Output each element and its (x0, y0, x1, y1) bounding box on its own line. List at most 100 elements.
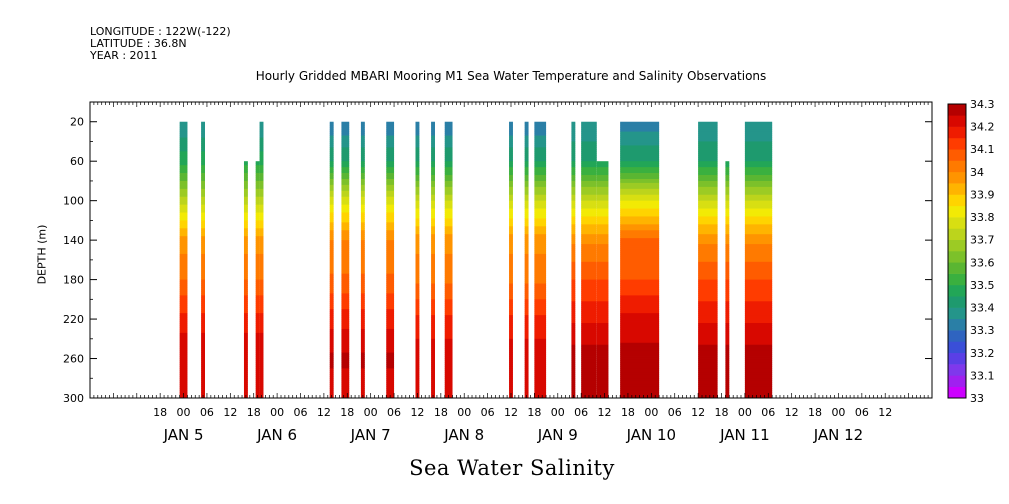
x-hour-label: 06 (294, 406, 308, 419)
salinity-cell (179, 218, 188, 221)
salinity-cell (259, 386, 264, 389)
salinity-cell (571, 370, 576, 373)
salinity-cell (744, 330, 773, 334)
salinity-cell (415, 285, 420, 288)
salinity-cell (509, 350, 513, 354)
salinity-cell (596, 194, 609, 198)
salinity-cell (534, 141, 547, 144)
salinity-cell (596, 328, 609, 332)
salinity-cell (431, 366, 435, 369)
salinity-cell (329, 307, 334, 310)
salinity-cell (725, 366, 730, 369)
salinity-cell (255, 279, 260, 282)
salinity-cell (509, 143, 513, 146)
salinity-cell (360, 218, 365, 221)
salinity-cell (360, 127, 365, 131)
salinity-cell (698, 230, 718, 233)
salinity-cell (698, 212, 718, 215)
salinity-cell (534, 352, 547, 355)
salinity-cell (360, 265, 365, 269)
salinity-cell (415, 129, 420, 132)
salinity-cell (620, 364, 660, 367)
salinity-cell (259, 165, 264, 168)
salinity-cell (571, 226, 576, 229)
salinity-cell (431, 204, 435, 207)
salinity-cell (571, 277, 576, 280)
salinity-cell (444, 287, 453, 290)
salinity-cell (524, 382, 529, 385)
salinity-cell (329, 354, 334, 357)
salinity-cell (571, 328, 576, 332)
salinity-cell (360, 259, 365, 263)
salinity-cell (179, 200, 188, 204)
salinity-cell (415, 344, 420, 348)
salinity-cell (524, 291, 529, 294)
salinity-cell (620, 277, 660, 280)
salinity-cell (259, 317, 264, 320)
salinity-cell (524, 200, 529, 204)
salinity-cell (360, 204, 365, 207)
salinity-cell (596, 283, 609, 286)
salinity-cell (341, 346, 350, 350)
salinity-cell (534, 226, 547, 229)
salinity-cell (360, 386, 365, 389)
salinity-cell (571, 307, 576, 310)
salinity-cell (431, 374, 435, 377)
salinity-cell (698, 317, 718, 320)
salinity-cell (259, 340, 264, 344)
salinity-cell (415, 342, 420, 346)
salinity-cell (620, 171, 660, 174)
salinity-cell (431, 265, 435, 269)
salinity-cell (201, 204, 205, 207)
salinity-cell (201, 348, 205, 352)
salinity-cell (698, 180, 718, 184)
salinity-cell (201, 143, 205, 146)
salinity-cell (179, 309, 188, 312)
salinity-cell (534, 323, 547, 326)
salinity-cell (596, 315, 609, 318)
salinity-cell (509, 188, 513, 192)
salinity-cell (698, 303, 718, 306)
salinity-cell (255, 364, 260, 367)
salinity-cell (744, 200, 773, 204)
salinity-cell (360, 328, 365, 332)
salinity-cell (534, 328, 547, 332)
salinity-cell (725, 222, 730, 225)
salinity-cell (581, 356, 597, 359)
salinity-cell (243, 167, 248, 170)
salinity-cell (201, 275, 205, 279)
salinity-cell (415, 362, 420, 365)
salinity-cell (201, 307, 205, 310)
salinity-cell (431, 149, 435, 152)
salinity-cell (698, 360, 718, 363)
salinity-cell (179, 265, 188, 269)
salinity-cell (524, 315, 529, 318)
salinity-cell (698, 309, 718, 312)
salinity-cell (620, 123, 660, 127)
salinity-cell (415, 336, 420, 340)
salinity-cell (431, 251, 435, 255)
salinity-cell (201, 141, 205, 144)
salinity-cell (620, 309, 660, 312)
salinity-cell (698, 210, 718, 213)
salinity-cell (444, 303, 453, 306)
salinity-cell (534, 143, 547, 146)
salinity-cell (179, 246, 188, 249)
salinity-cell (744, 388, 773, 391)
salinity-cell (255, 202, 260, 206)
salinity-cell (524, 139, 529, 142)
salinity-cell (179, 190, 188, 194)
salinity-cell (360, 285, 365, 288)
salinity-cell (698, 255, 718, 259)
salinity-cell (524, 305, 529, 308)
salinity-cell (201, 382, 205, 385)
salinity-cell (415, 234, 420, 237)
salinity-cell (259, 315, 264, 318)
salinity-cell (243, 305, 248, 308)
salinity-cell (524, 313, 529, 316)
salinity-cell (243, 358, 248, 361)
salinity-cell (431, 277, 435, 280)
salinity-cell (259, 321, 264, 324)
salinity-cell (698, 226, 718, 229)
salinity-cell (534, 149, 547, 152)
